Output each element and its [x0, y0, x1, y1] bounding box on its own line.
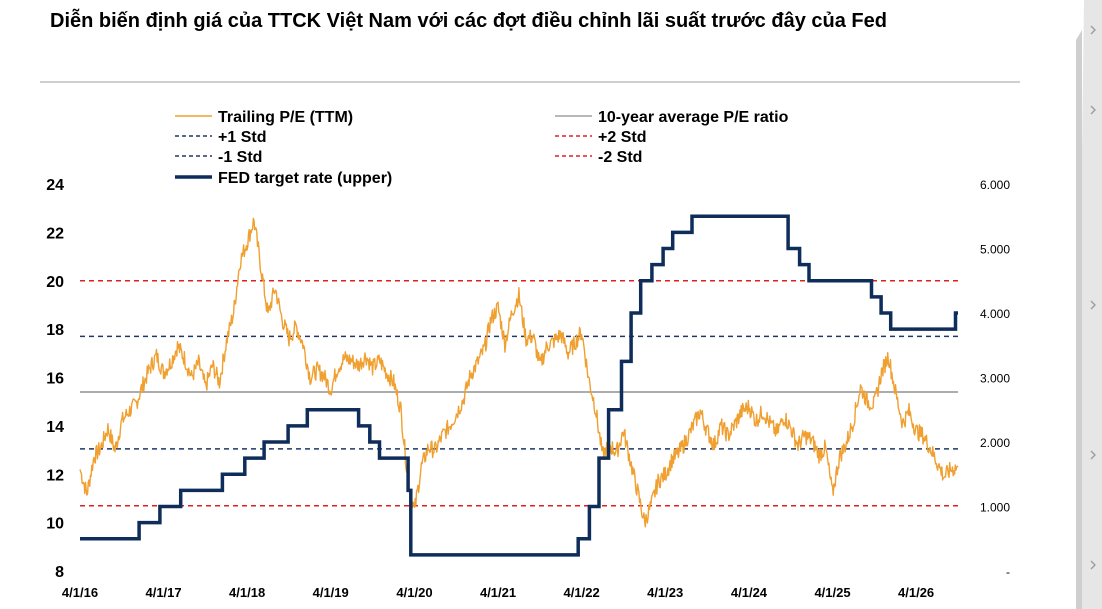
x-axis: 4/1/16 4/1/17 4/1/18 4/1/19 4/1/20 4/1/21 4/1/…: [62, 585, 934, 600]
x-tick-label: 4/1/19: [313, 585, 349, 600]
x-tick-label: 4/1/21: [480, 585, 516, 600]
y-left-tick-label: 20: [46, 274, 64, 291]
legend-label-std2-minus: -2 Std: [598, 149, 642, 166]
y-left-tick-label: 10: [46, 516, 64, 533]
legend-label-std1-plus: +1 Std: [218, 129, 266, 146]
x-tick-label: 4/1/25: [814, 585, 850, 600]
side-panel-edge: [1076, 30, 1082, 609]
legend-label-avg: 10-year average P/E ratio: [598, 109, 789, 126]
y-right-tick-label: -: [1006, 565, 1010, 579]
series-line-fed: [80, 214, 958, 557]
y-left-tick-label: 8: [55, 564, 64, 581]
y-left-tick-label: 24: [46, 177, 64, 194]
x-tick-label: 4/1/17: [145, 585, 181, 600]
legend-label-std2-plus: +2 Std: [598, 129, 646, 146]
legend-label-fed: FED target rate (upper): [218, 170, 392, 187]
chevron-right-icon: [1090, 25, 1096, 35]
chevron-right-icon: [1090, 105, 1096, 115]
legend-label-pe: Trailing P/E (TTM): [218, 109, 353, 126]
y-left-tick-label: 18: [46, 322, 64, 339]
y-right-tick-label: 5.000: [980, 243, 1010, 257]
y-right-tick-label: 1.000: [980, 501, 1010, 515]
chevron-right-icon: [1090, 450, 1096, 460]
y-right-tick-label: 6.000: [980, 178, 1010, 192]
side-panel: [1076, 0, 1102, 609]
legend-label-std1-minus: -1 Std: [218, 149, 262, 166]
reference-lines: [80, 280, 958, 507]
x-tick-label: 4/1/16: [62, 585, 98, 600]
x-tick-label: 4/1/20: [396, 585, 432, 600]
x-tick-label: 4/1/18: [229, 585, 265, 600]
y-left-tick-label: 16: [46, 371, 64, 388]
side-panel-shade: [1076, 0, 1102, 609]
y-right-tick-label: 4.000: [980, 307, 1010, 321]
x-tick-label: 4/1/24: [731, 585, 768, 600]
chart: Trailing P/E (TTM) 10-year average P/E r…: [40, 81, 1020, 600]
x-tick-label: 4/1/22: [564, 585, 600, 600]
y-right-tick-label: 3.000: [980, 372, 1010, 386]
y-right-tick-label: 2.000: [980, 436, 1010, 450]
x-tick-label: 4/1/23: [647, 585, 683, 600]
chart-title: Diễn biến định giá của TTCK Việt Nam với…: [50, 10, 887, 32]
y-axis-left: 8 10 12 14 16 18 20 22 24: [46, 177, 64, 581]
legend: Trailing P/E (TTM) 10-year average P/E r…: [175, 109, 789, 187]
chevron-right-icon: [1090, 300, 1096, 310]
x-tick-label: 4/1/26: [898, 585, 934, 600]
y-left-tick-label: 12: [46, 467, 64, 484]
series-line-pe: [79, 217, 959, 528]
chevron-right-icon: [1090, 560, 1096, 570]
y-left-tick-label: 14: [46, 419, 64, 436]
series: [79, 214, 959, 557]
y-axis-right: - 1.000 2.000 3.000 4.000 5.000 6.000: [980, 178, 1010, 579]
y-left-tick-label: 22: [46, 225, 64, 242]
